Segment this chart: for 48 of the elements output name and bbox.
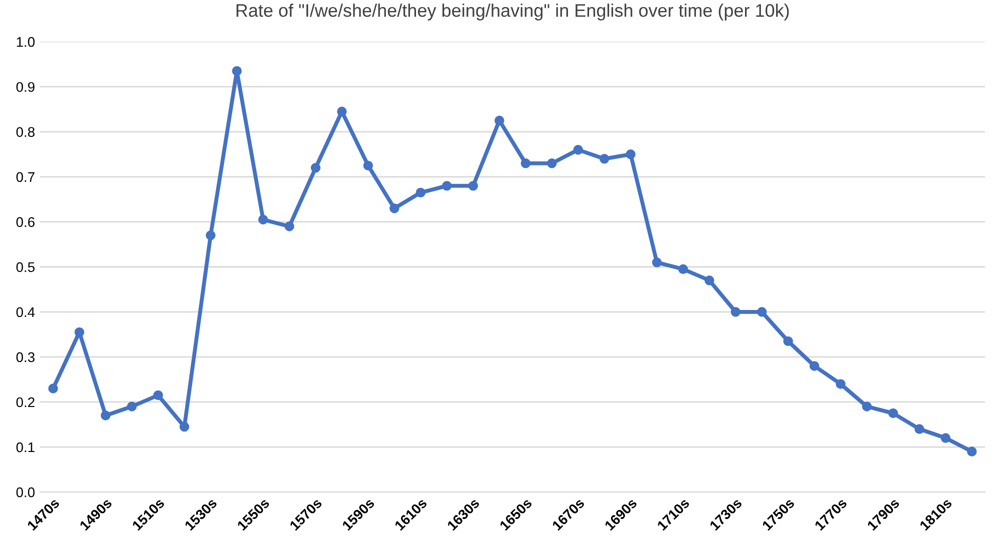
point	[284, 221, 294, 232]
point	[547, 158, 557, 168]
point	[520, 158, 530, 168]
point	[730, 307, 740, 317]
point	[810, 361, 820, 371]
point	[390, 203, 400, 214]
point	[652, 258, 662, 268]
point	[153, 390, 163, 400]
point	[967, 446, 977, 456]
y-tick-label: 0.0	[16, 487, 35, 498]
point	[258, 214, 268, 224]
point	[600, 154, 610, 164]
point	[416, 188, 426, 198]
y-tick-label: 1.0	[16, 37, 35, 47]
y-tick-label: 0.3	[16, 352, 35, 362]
y-tick-label: 0.2	[16, 397, 34, 408]
y-tick-label: 0.1	[16, 442, 34, 452]
point	[74, 327, 84, 338]
point	[626, 149, 636, 160]
y-tick-label: 0.5	[16, 262, 35, 272]
point	[48, 384, 58, 394]
point	[232, 66, 242, 76]
point	[100, 410, 110, 420]
point	[310, 162, 320, 173]
point	[180, 422, 190, 432]
point	[783, 336, 793, 346]
point	[862, 402, 872, 412]
point	[573, 144, 583, 155]
y-tick-label: 0.8	[16, 127, 35, 137]
point	[442, 180, 452, 191]
point	[940, 433, 950, 443]
point	[337, 106, 347, 116]
point	[704, 276, 714, 286]
y-tick-label: 0.6	[16, 217, 35, 228]
y-tick-label: 0.9	[16, 82, 34, 92]
point	[468, 180, 478, 191]
y-tick-label: 0.4	[16, 307, 35, 318]
point	[127, 402, 137, 412]
chart-title: Rate of "I/we/she/he/they being/having" in English over time (per 10k)	[236, 4, 789, 20]
point	[888, 408, 898, 418]
point	[363, 160, 373, 170]
point	[757, 307, 767, 317]
point	[206, 230, 216, 240]
point	[914, 424, 924, 434]
y-tick-label: 0.7	[16, 172, 34, 182]
point	[678, 264, 688, 274]
point	[494, 116, 504, 126]
point	[836, 379, 846, 389]
